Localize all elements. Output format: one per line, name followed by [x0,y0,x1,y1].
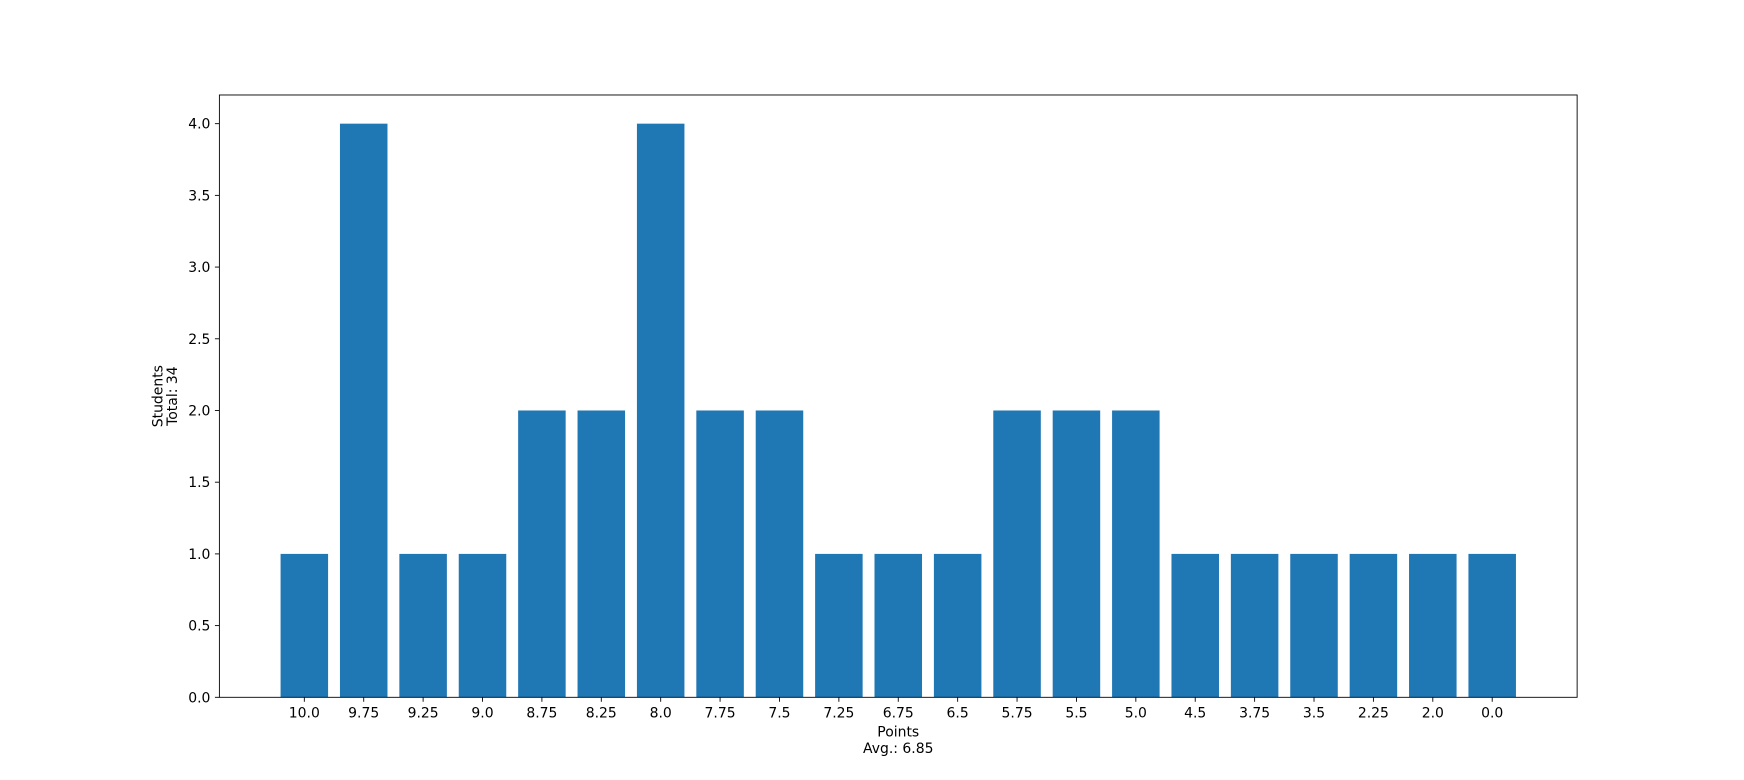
x-tick-label: 0.0 [1481,705,1503,721]
plot-frame [218,94,1578,698]
y-tick-label: 4.0 [188,117,210,133]
bar [993,410,1041,698]
bar [339,123,388,698]
bar [458,553,507,698]
x-axis-label: Points [877,724,919,740]
x-tick-label: 2.0 [1422,705,1444,721]
bar [1290,553,1338,698]
bar [577,410,626,698]
x-tick-label: 9.75 [348,705,379,721]
bar [815,553,863,698]
x-axis-label: Avg.: 6.85 [863,741,933,757]
x-tick-label: 7.75 [705,705,736,721]
bar [1409,553,1457,698]
y-axis-label: Total: 34 [165,366,181,427]
bar [280,553,329,698]
bar [1052,410,1101,698]
bar [399,553,447,698]
y-axis-label: Students [150,365,166,427]
bar [755,410,804,698]
bar [1112,410,1160,698]
x-tick-label: 5.0 [1125,705,1147,721]
y-tick-label: 3.5 [188,188,210,204]
y-tick-label: 3.0 [188,260,210,276]
y-tick-label: 2.5 [188,332,210,348]
bar [636,123,685,698]
bar [1171,553,1219,698]
x-tick-label: 3.75 [1239,705,1270,721]
y-tick-label: 1.0 [188,547,210,563]
bar [933,553,982,698]
x-tick-label: 6.5 [947,705,969,721]
x-tick-label: 4.5 [1184,705,1206,721]
x-tick-label: 9.0 [471,705,493,721]
x-tick-label: 5.5 [1065,705,1087,721]
x-tick-label: 7.5 [768,705,790,721]
x-tick-label: 8.75 [526,705,557,721]
bar [1468,553,1516,698]
y-tick-label: 1.5 [188,475,210,491]
bar [874,553,923,698]
bar [1230,553,1279,698]
x-tick-label: 8.0 [650,705,672,721]
x-tick-label: 7.25 [823,705,854,721]
x-tick-label: 3.5 [1303,705,1325,721]
x-tick-label: 9.25 [408,705,439,721]
y-tick-label: 0.5 [188,619,210,635]
bar [1349,553,1398,698]
x-tick-label: 5.75 [1002,705,1033,721]
x-tick-label: 10.0 [289,705,320,721]
x-tick-label: 2.25 [1358,705,1389,721]
bar [518,410,566,698]
bar [696,410,744,698]
x-tick-label: 8.25 [586,705,617,721]
y-tick-label: 2.0 [188,404,210,420]
x-tick-label: 6.75 [883,705,914,721]
y-tick-label: 0.0 [188,690,210,706]
